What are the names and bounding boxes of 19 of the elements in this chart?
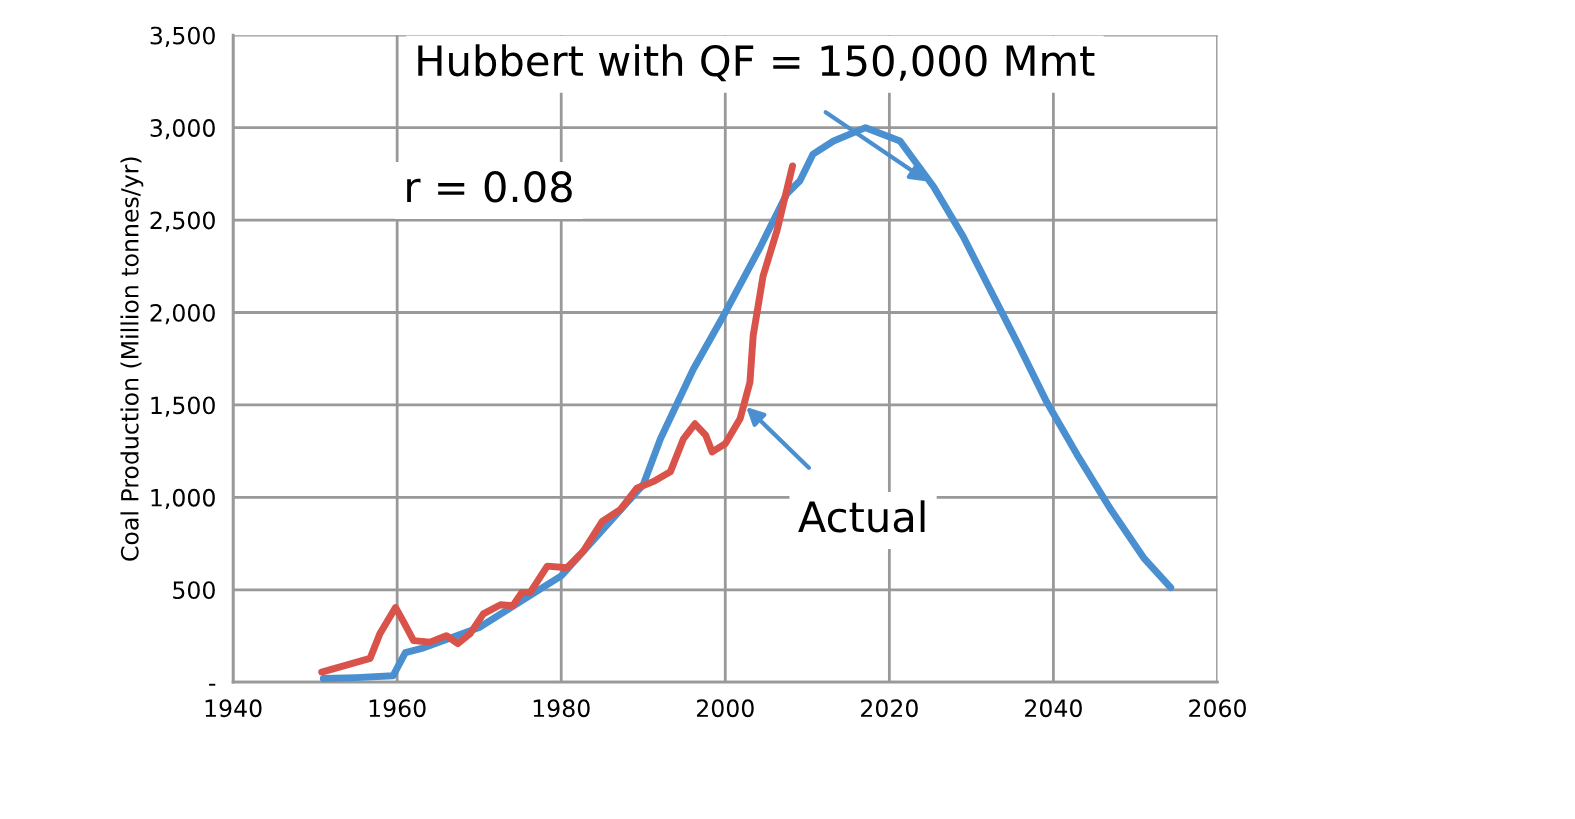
x-tick-label: 1940 <box>205 699 262 718</box>
y-tick-label: 1,500 <box>151 396 215 417</box>
y-tick-label: 2,000 <box>150 303 215 325</box>
y-tick-label: 3,000 <box>150 119 215 140</box>
y-tick-label: 3,500 <box>150 26 215 47</box>
annotation: Actual <box>798 500 925 533</box>
y-tick-label: 500 <box>173 581 215 600</box>
x-tick-label: 2020 <box>861 699 918 718</box>
x-tick-label: 2060 <box>1189 699 1246 718</box>
y-tick-label: 2,500 <box>150 211 215 232</box>
annotation: r = 0.08 <box>407 171 572 203</box>
annotation: Hubbert with QF = 150,000 Mmt <box>418 44 1095 82</box>
x-tick-label: 1960 <box>369 699 426 718</box>
x-tick-label: 2040 <box>1025 699 1082 718</box>
y-tick-label: - <box>209 683 216 686</box>
x-tick-label: 1980 <box>533 699 590 718</box>
y-axis-title: Coal Production (Million tonnes/yr) <box>120 157 144 561</box>
x-tick-label: 2000 <box>696 699 754 718</box>
y-tick-label: 1,000 <box>151 488 215 510</box>
